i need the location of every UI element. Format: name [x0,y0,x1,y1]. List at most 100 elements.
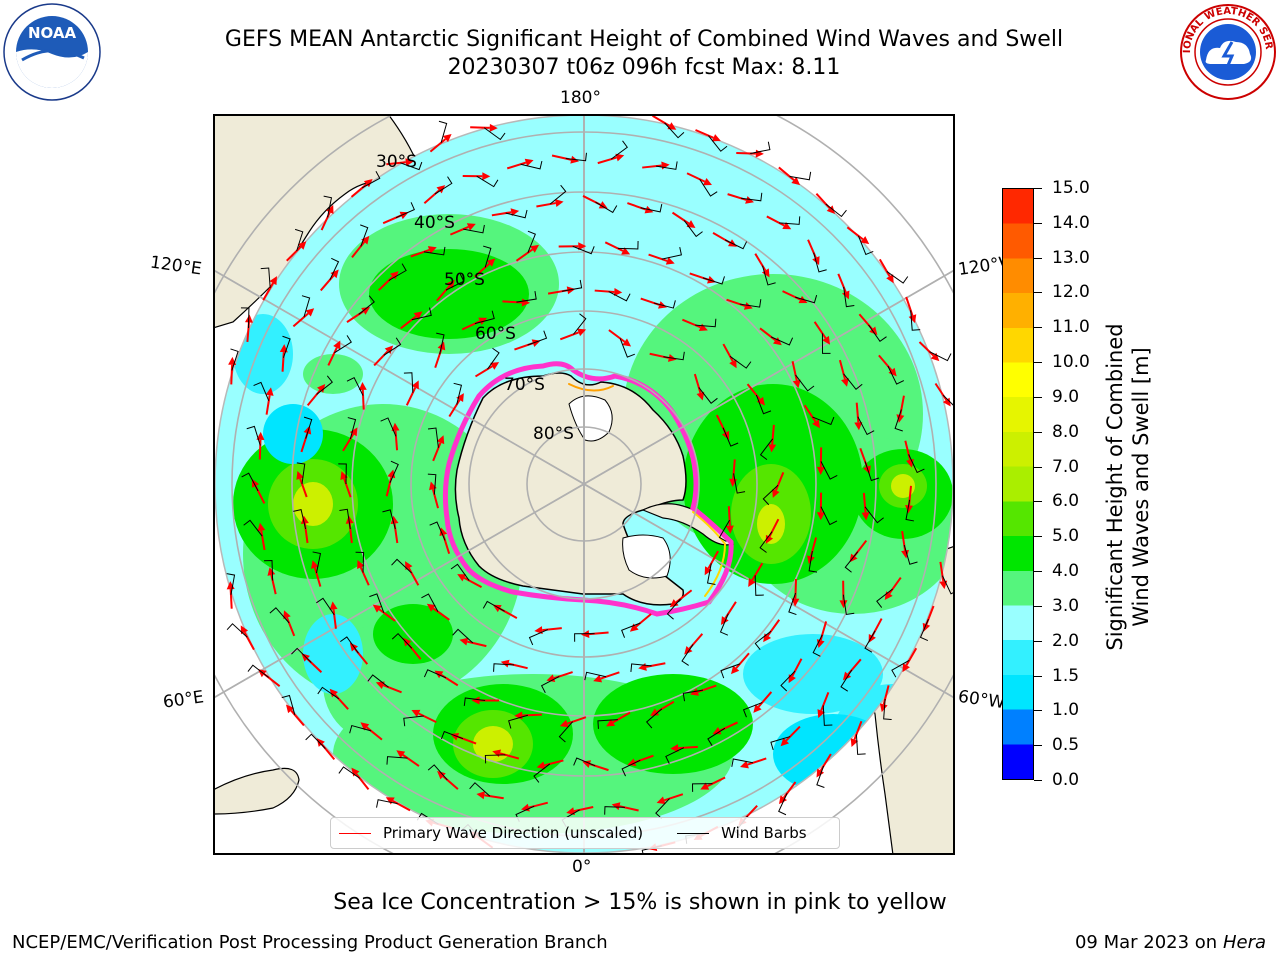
wave-arrow-head [842,290,850,300]
wave-arrow-shaft [604,241,624,252]
wind-barb [445,273,465,291]
wave-band-6-8m [891,474,915,498]
wind-barb [857,416,875,436]
wind-barb [645,708,663,729]
wind-barb [621,622,641,638]
wave-arrow-head [390,271,399,280]
wind-barb [789,171,812,181]
wind-barb [520,160,543,170]
lat-label-40s: 40°S [414,213,455,233]
wave-arrow-head [812,419,820,429]
wave-arrow-shaft [878,354,893,371]
colorbar-tick-mark [1034,188,1042,189]
wave-arrow-shaft [361,389,365,410]
wave-arrow-shaft [243,631,255,651]
wind-barb [440,730,464,740]
colorbar-label-line-2: Wind Waves and Swell [m] [1129,347,1153,627]
wind-barb [558,721,574,743]
wave-arrow-shaft [281,352,285,372]
wind-barb [656,161,678,170]
wave-arrow-head [297,241,307,250]
wave-band-1.5-2m [743,634,883,714]
wave-arrow-head [901,549,910,559]
wave-arrow-shaft [785,725,801,742]
wave-arrow-head [753,704,762,713]
wave-arrow-head [436,185,446,194]
wave-arrow-head [730,665,740,675]
wave-band-6-8m [757,504,785,544]
wind-barb [750,141,771,154]
colorbar-tick-mark [1034,710,1042,712]
wind-barb [905,499,914,522]
wind-barbs [226,120,953,853]
wave-arrow-head [930,352,940,362]
wave-arrow-head [720,616,729,626]
wind-barb [423,669,447,679]
wave-arrow-head [385,797,395,805]
wave-arrow-shaft [652,116,670,127]
wind-barb [855,734,866,755]
wave-arrow-head [442,133,452,143]
title-line-2: 20230307 t06z 096h fcst Max: 8.11 [447,55,841,80]
lon-label-60e: 60°E [161,687,206,713]
wind-barb [864,630,876,653]
colorbar-tick-mark [1034,571,1042,573]
wave-arrow-head [854,421,863,431]
wind-barb [876,588,893,608]
wave-arrow-head [598,201,608,209]
wave-arrow-shaft [905,296,914,316]
national-weather-service-logo: NATIONAL WEATHER SERVICE [1178,2,1276,100]
wind-barb [294,228,304,252]
wave-arrow-shaft [888,577,902,595]
wave-arrow-shaft [600,671,620,680]
wave-arrow-shaft [506,161,527,170]
wave-arrow-shaft [342,433,355,452]
wave-arrow-shaft [299,478,308,498]
wind-barb [301,295,311,318]
wave-arrow-head [816,512,825,521]
colorbar-tick-label: 11.0 [1052,317,1090,338]
wave-arrow-head [361,307,371,315]
title-line-1: GEFS MEAN Antarctic Significant Height o… [224,27,1064,52]
legend-wave-swatch [339,832,371,834]
wave-arrow-head [285,704,295,714]
noaa-logo-text: NOAA [28,24,77,42]
wind-barb [269,607,290,624]
wave-arrow-shaft [515,248,534,262]
wind-barb [891,659,910,678]
wave-arrow-shaft [794,579,798,599]
ronne-ice-shelf [622,534,671,579]
wind-barb [395,202,415,219]
wave-arrow-head [745,196,754,204]
wind-barb [610,140,628,160]
wind-barb [361,171,381,189]
wave-arrow-shaft [608,329,626,343]
wave-arrow-shaft [612,711,631,724]
wind-barb [346,376,364,396]
wave-arrow-head [510,208,520,217]
wave-arrow-shaft [355,773,370,790]
wind-barb [681,644,694,666]
wind-barb [281,694,296,715]
wind-barb [707,727,726,746]
wind-barb [484,754,506,764]
wave-arrow-shaft [320,211,331,231]
wave-arrow-head [269,276,277,286]
wave-arrow-head [375,681,385,689]
wave-arrow-shaft [837,273,847,293]
wave-arrow-head [360,722,370,731]
colorbar-tick-mark [1034,292,1042,294]
wave-arrow-head [349,427,358,437]
wave-arrow-head [772,488,780,498]
wave-arrow-shaft [846,226,864,241]
wave-arrow-head [861,512,870,521]
wind-barb [813,252,827,273]
wind-barb [692,783,713,792]
wind-barb [795,374,815,392]
wave-arrow-shaft [402,754,420,767]
wave-arrow-shaft [567,716,587,725]
wave-arrow-head [456,393,464,402]
wind-barb [942,575,953,595]
wave-arrow-head [536,761,546,770]
wind-barb [383,337,402,356]
